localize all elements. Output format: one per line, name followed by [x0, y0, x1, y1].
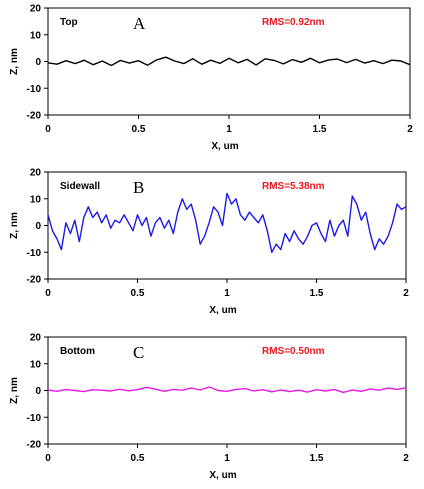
- x-tick-label: 1: [226, 124, 232, 135]
- y-tick-label: 20: [30, 333, 42, 344]
- panel-name-bottom: Bottom: [60, 346, 95, 357]
- profile-line-bottom: [47, 386, 407, 394]
- x-axis-title: X, um: [211, 141, 238, 152]
- x-tick-label: 2: [403, 288, 409, 299]
- x-tick-label: 0.5: [131, 288, 145, 299]
- x-axis-title: X, um: [209, 305, 236, 316]
- rms-annotation: RMS=0.50nm: [262, 346, 325, 357]
- x-tick-label: 2: [403, 453, 409, 464]
- x-tick-label: 1.5: [310, 453, 324, 464]
- y-tick-label: 0: [35, 221, 41, 232]
- y-tick-label: 10: [30, 194, 42, 205]
- plot-frame-2: [47, 171, 407, 280]
- y-axis-title: Z, nm: [9, 212, 20, 239]
- y-tick-label: 10: [30, 359, 42, 370]
- x-tick-label: 0: [45, 453, 51, 464]
- panel-name-top: Top: [60, 17, 78, 28]
- y-tick-label: 20: [30, 4, 42, 15]
- x-tick-label: 1: [224, 453, 230, 464]
- x-tick-label: 1.5: [310, 288, 324, 299]
- x-tick-label: 1: [224, 288, 230, 299]
- x-tick-label: 0.5: [131, 453, 145, 464]
- y-tick-label: 0: [35, 386, 41, 397]
- y-tick-label: -20: [27, 111, 42, 122]
- y-axis-title: Z, nm: [9, 48, 20, 75]
- x-tick-label: 1.5: [313, 124, 327, 135]
- x-tick-label: 0: [45, 124, 51, 135]
- panel-letter-c: C: [133, 343, 144, 362]
- y-tick-label: 20: [30, 168, 42, 179]
- y-tick-label: 10: [30, 30, 42, 41]
- rms-annotation: RMS=0.92nm: [262, 17, 325, 28]
- y-tick-label: -20: [27, 275, 42, 286]
- panel-name-sidewall: Sidewall: [60, 181, 100, 192]
- y-tick-label: -20: [27, 440, 42, 451]
- x-tick-label: 0: [45, 288, 51, 299]
- y-tick-label: -10: [27, 413, 42, 424]
- y-tick-label: -10: [27, 84, 42, 95]
- rms-annotation: RMS=5.38nm: [262, 181, 325, 192]
- y-axis-title: Z, nm: [9, 377, 20, 404]
- x-tick-label: 2: [407, 124, 413, 135]
- x-axis-title: X, um: [209, 470, 236, 481]
- panel-letter-a: A: [133, 14, 146, 33]
- panel-letter-b: B: [133, 178, 144, 197]
- y-tick-label: 0: [35, 57, 41, 68]
- y-tick-label: -10: [27, 248, 42, 259]
- profile-line-sidewall: [47, 192, 407, 254]
- x-tick-label: 0.5: [132, 124, 146, 135]
- profile-line-top: [47, 56, 411, 67]
